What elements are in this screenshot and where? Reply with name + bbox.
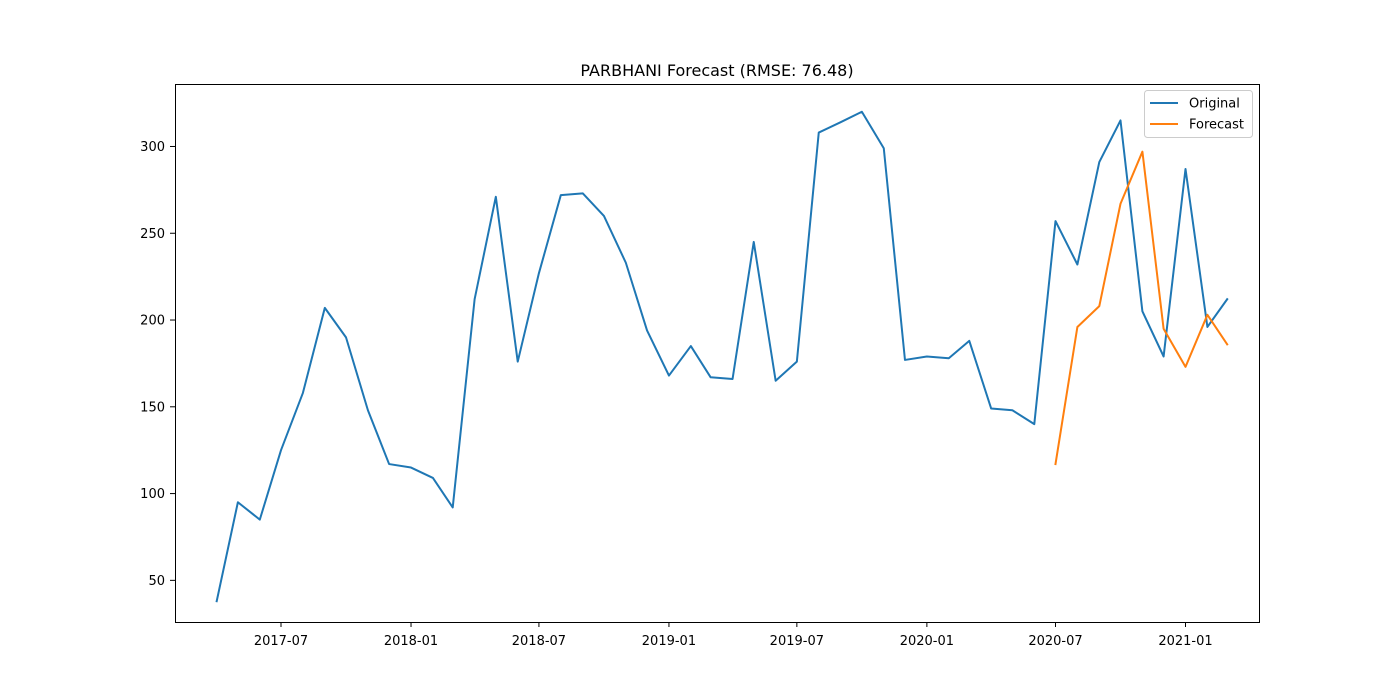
- data-point-original: [1185, 168, 1187, 170]
- data-point-original: [582, 192, 584, 194]
- data-point-original: [1120, 119, 1122, 121]
- x-tick-label: 2017-07: [254, 634, 308, 649]
- data-point-original: [474, 298, 476, 300]
- x-tick-label: 2019-07: [770, 634, 824, 649]
- data-point-original: [668, 375, 670, 377]
- series-line-forecast: [1054, 150, 1229, 466]
- data-point-original: [517, 361, 519, 363]
- x-tick-label: 2018-07: [512, 634, 566, 649]
- legend: Original Forecast: [1144, 90, 1253, 138]
- data-point-original: [1033, 423, 1035, 425]
- data-point-original: [410, 467, 412, 469]
- y-tick-label: 250: [140, 227, 165, 242]
- y-axis: 50 100 150 200 250 300: [140, 140, 175, 589]
- x-tick-label: 2019-01: [642, 634, 696, 649]
- data-point-original: [1226, 298, 1228, 300]
- data-point-original: [302, 392, 304, 394]
- data-point-original: [1076, 263, 1078, 265]
- series-layer: [215, 110, 1229, 603]
- data-point-original: [1011, 409, 1013, 411]
- data-point-original: [948, 357, 950, 359]
- data-point-original: [1054, 220, 1056, 222]
- data-point-original: [818, 132, 820, 134]
- data-point-original: [1163, 355, 1165, 357]
- data-point-forecast: [1098, 305, 1100, 307]
- x-axis: 2017-07 2018-01 2018-07 2019-01 2019-07 2020-…: [254, 622, 1213, 649]
- data-point-original: [775, 380, 777, 382]
- data-point-forecast: [1226, 343, 1228, 345]
- data-point-original: [690, 345, 692, 347]
- x-tick-label: 2018-01: [384, 634, 438, 649]
- data-point-original: [495, 196, 497, 198]
- data-point-original: [625, 262, 627, 264]
- data-point-original: [432, 477, 434, 479]
- data-point-forecast: [1163, 328, 1165, 330]
- y-tick-label: 100: [140, 487, 165, 502]
- data-point-original: [280, 449, 282, 451]
- data-point-original: [710, 376, 712, 378]
- data-point-original: [753, 241, 755, 243]
- data-point-original: [259, 519, 261, 521]
- data-point-original: [1098, 161, 1100, 163]
- data-point-original: [452, 506, 454, 508]
- data-point-original: [216, 600, 218, 602]
- data-point-forecast: [1054, 463, 1056, 465]
- data-point-forecast: [1120, 203, 1122, 205]
- data-point-original: [367, 409, 369, 411]
- data-point-original: [732, 378, 734, 380]
- legend-label-original: Original: [1189, 97, 1240, 112]
- data-point-original: [926, 355, 928, 357]
- y-tick-label: 50: [148, 574, 165, 589]
- data-point-forecast: [1141, 151, 1143, 153]
- data-point-forecast: [1185, 366, 1187, 368]
- data-point-forecast: [1206, 314, 1208, 316]
- data-point-original: [990, 408, 992, 410]
- data-point-original: [646, 329, 648, 331]
- x-tick-label: 2020-07: [1028, 634, 1082, 649]
- series-line-original: [215, 110, 1229, 603]
- data-point-original: [603, 215, 605, 217]
- data-point-original: [861, 111, 863, 113]
- chart-title: PARBHANI Forecast (RMSE: 76.48): [580, 61, 853, 80]
- data-point-original: [345, 336, 347, 338]
- data-point-original: [560, 194, 562, 196]
- data-point-original: [237, 501, 239, 503]
- data-point-original: [904, 359, 906, 361]
- legend-label-forecast: Forecast: [1189, 118, 1244, 133]
- data-point-original: [796, 361, 798, 363]
- plot-area-frame: [175, 84, 1260, 623]
- y-tick-label: 200: [140, 314, 165, 329]
- x-tick-label: 2020-01: [900, 634, 954, 649]
- x-tick-label: 2021-01: [1158, 634, 1212, 649]
- data-point-original: [1206, 326, 1208, 328]
- data-point-original: [883, 147, 885, 149]
- data-point-original: [968, 340, 970, 342]
- data-point-original: [388, 463, 390, 465]
- data-point-original: [840, 121, 842, 123]
- y-tick-label: 300: [140, 140, 165, 155]
- y-tick-label: 150: [140, 400, 165, 415]
- data-point-original: [324, 307, 326, 309]
- data-point-original: [538, 272, 540, 274]
- data-point-original: [1141, 310, 1143, 312]
- data-point-forecast: [1076, 326, 1078, 328]
